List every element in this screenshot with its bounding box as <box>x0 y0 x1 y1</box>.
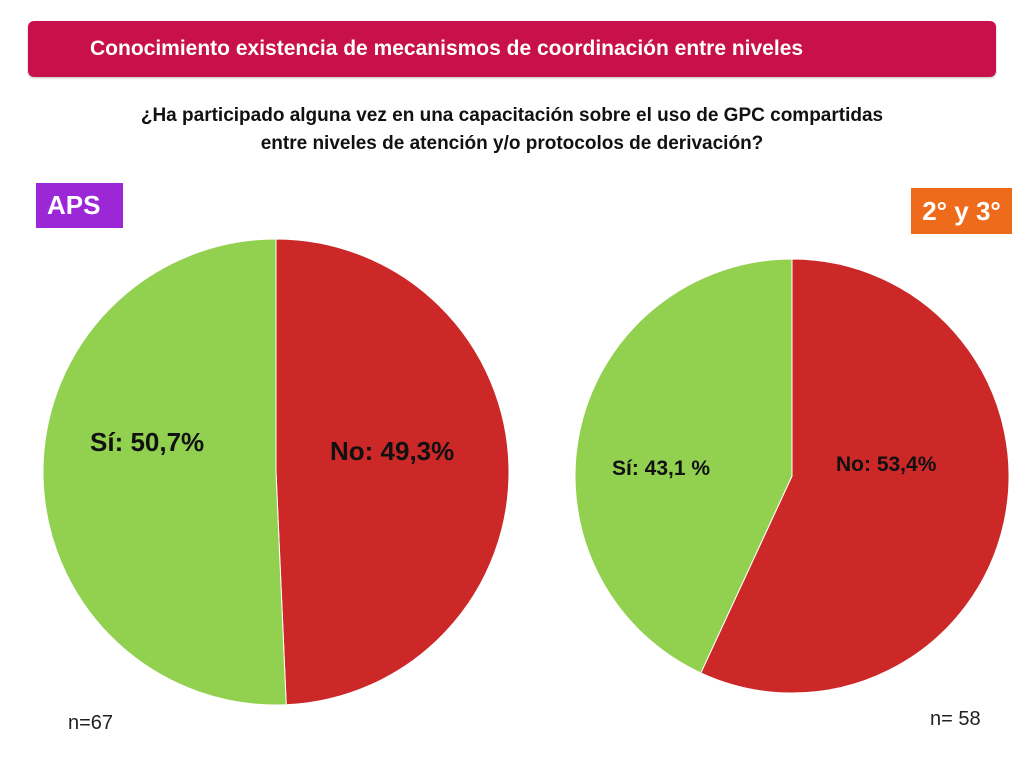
aps-tag: APS <box>36 183 123 228</box>
aps-pie <box>42 238 510 706</box>
survey-question: ¿Ha participado alguna vez en una capaci… <box>40 102 984 158</box>
aps-sample-size: n=67 <box>68 712 114 734</box>
question-line-2: entre niveles de atención y/o protocolos… <box>260 133 764 154</box>
level-si-slice <box>574 258 793 674</box>
question-line-1: ¿Ha participado alguna vez en una capaci… <box>140 105 884 126</box>
aps-si-label: Sí: 50,7% <box>90 427 205 457</box>
aps-no-label: No: 49,3% <box>330 436 455 466</box>
page-title: Conocimiento existencia de mecanismos de… <box>90 37 804 60</box>
level-si-label: Sí: 43,1 % <box>612 457 711 480</box>
level-no-slice <box>700 258 1010 694</box>
aps-no-slice <box>275 238 510 706</box>
header-banner: Conocimiento existencia de mecanismos de… <box>28 21 996 77</box>
level-no-label: No: 53,4% <box>836 453 937 476</box>
aps-si-slice <box>42 238 287 706</box>
level-tag: 2° y 3° <box>911 188 1012 234</box>
level-sample-size: n= 58 <box>930 708 981 730</box>
level-pie <box>574 258 1010 694</box>
